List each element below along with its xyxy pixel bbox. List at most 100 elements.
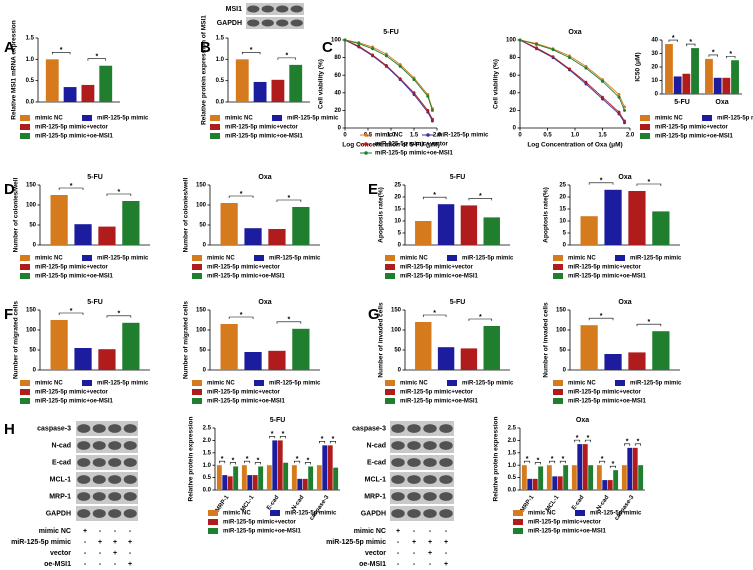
significance-bracket [524, 460, 531, 464]
condition-mark: - [129, 550, 132, 557]
legend-swatch [20, 389, 30, 395]
x-tick-label: 0 [518, 133, 522, 139]
condition-mark: - [413, 528, 416, 535]
y-tick-label: 0 [33, 368, 37, 374]
condition-mark: - [84, 550, 87, 557]
significance-bracket [609, 465, 616, 469]
blot-band [261, 19, 274, 27]
y-tick-label: 20 [334, 108, 341, 114]
y-tick-label: 0.5 [26, 78, 35, 84]
y-tick-label: 150 [196, 183, 207, 189]
legend-swatch [20, 273, 30, 279]
y-tick-label: 1.0 [26, 57, 35, 63]
legend-label: mimic NC [207, 256, 235, 262]
legend-swatch [20, 124, 30, 130]
bar [235, 59, 249, 102]
blot-band [92, 509, 106, 518]
significance-label: * [250, 47, 253, 54]
blot-label: MSI1 [226, 6, 242, 13]
significance-label: * [729, 51, 732, 58]
y-axis-label: Number of migrated cells [13, 301, 20, 379]
blot-band [391, 441, 405, 450]
legend-label: miR-125-5p mimic [462, 256, 514, 262]
legend-label: mimic NC [528, 511, 556, 517]
bar [292, 328, 310, 370]
legend-swatch [20, 115, 30, 121]
panel-label: G [368, 306, 380, 323]
condition-mark: - [445, 528, 448, 535]
y-tick-label: 0 [203, 368, 207, 374]
y-tick-label: 20 [559, 195, 566, 201]
y-axis-label: Relative protein expression of MSI1 [201, 15, 208, 125]
condition-mark: - [84, 561, 87, 568]
y-tick-label: 100 [26, 203, 37, 209]
point [430, 117, 434, 121]
condition-mark: + [113, 539, 117, 546]
bar [98, 226, 116, 245]
blot-band [407, 424, 421, 433]
legend-label: miR-125-5p mimic [590, 511, 642, 517]
significance-bracket [58, 312, 84, 315]
y-tick-label: 2.5 [203, 426, 212, 432]
x-tick-label: 0 [343, 133, 347, 139]
y-axis-label: Relative MSI1 mRNA expression [11, 20, 18, 119]
y-tick-label: 1.5 [508, 450, 517, 456]
y-tick-label: 1.5 [203, 450, 212, 456]
point [623, 119, 626, 123]
bar [588, 465, 594, 490]
legend-swatch [20, 264, 30, 270]
significance-label: * [479, 314, 482, 321]
bar [483, 217, 500, 245]
y-tick-label: 0 [563, 243, 567, 249]
significance-label: * [288, 195, 291, 202]
significance-label: * [118, 189, 121, 196]
blot-band [439, 458, 453, 467]
bar [437, 204, 455, 245]
significance-label: * [672, 35, 675, 42]
condition-mark: - [413, 561, 416, 568]
bar [460, 205, 478, 245]
significance-label: * [587, 435, 590, 442]
legend-swatch [20, 380, 30, 386]
line [519, 39, 625, 108]
legend-label: miR-125-5p mimic+vector [568, 390, 642, 396]
legend-label: miR-125-5p mimic+vector [400, 390, 474, 396]
blot-label: caspase-3 [352, 425, 386, 432]
bar [220, 324, 238, 370]
legend-label: mimic NC [35, 256, 63, 262]
significance-label: * [712, 50, 715, 57]
legend-label: miR-125-5p mimic [97, 381, 149, 387]
bar [81, 84, 95, 102]
y-tick-label: 80 [509, 55, 516, 61]
point [535, 46, 538, 50]
significance-label: * [648, 179, 651, 186]
significance-bracket [229, 462, 236, 465]
y-axis-label: Number of invaded cells [378, 302, 385, 378]
legend-swatch [553, 389, 563, 395]
x-axis-label: Log Concentration of Oxa (μM) [527, 142, 622, 149]
legend-swatch [82, 380, 92, 386]
significance-label: * [232, 457, 235, 464]
significance-label: * [576, 435, 579, 442]
significance-label: * [551, 456, 554, 463]
bar [571, 465, 577, 490]
y-axis-label: Number of migrated cells [183, 301, 190, 379]
legend-swatch [82, 115, 92, 121]
significance-label: * [332, 436, 335, 443]
significance-label: * [307, 457, 310, 464]
bar [604, 189, 622, 245]
blot-band [108, 424, 122, 433]
point [617, 95, 621, 99]
legend-swatch [385, 380, 395, 386]
blot-band [261, 5, 274, 13]
significance-label: * [612, 461, 615, 468]
blot-strip [390, 438, 454, 453]
condition-mark: - [429, 561, 432, 568]
condition-mark: - [99, 528, 102, 535]
blot-band [108, 441, 122, 450]
bar [222, 475, 228, 490]
condition-label: vector [365, 550, 386, 557]
blot-band [423, 475, 437, 484]
significance-label: * [95, 54, 98, 61]
x-axis-label: Log Concentration of 5-FU (μM) [342, 142, 440, 149]
